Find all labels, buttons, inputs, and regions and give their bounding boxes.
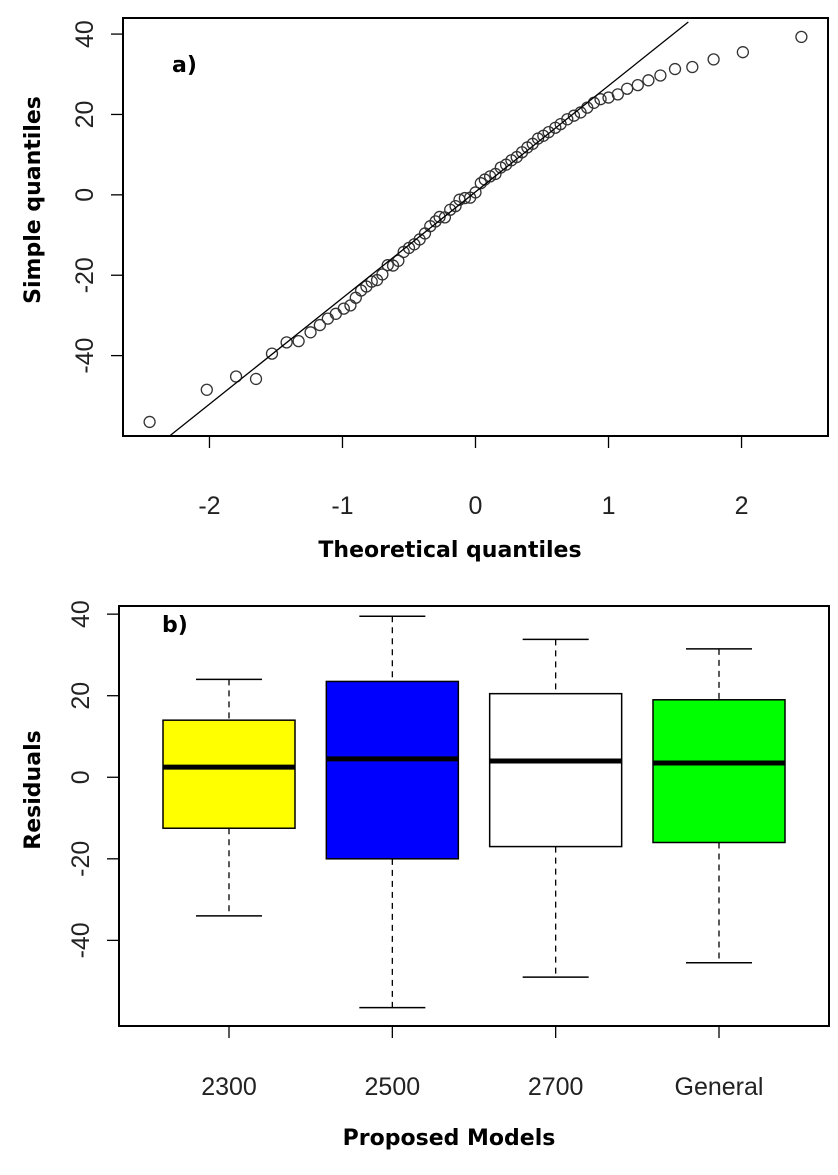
qq-point — [229, 370, 243, 383]
boxplot-x-tick-label: General — [675, 1073, 764, 1101]
boxplot-x-tick-label: 2300 — [201, 1073, 257, 1101]
qq-y-axis: -40 -20 0 20 40 — [71, 20, 124, 374]
boxplot-y-tick-label: 0 — [67, 770, 95, 784]
qq-y-tick-label: 20 — [71, 101, 99, 129]
qq-point — [795, 30, 808, 44]
box-2500 — [325, 615, 460, 1009]
iqr-box — [162, 719, 296, 829]
qq-point — [469, 186, 482, 199]
qq-point — [654, 69, 667, 82]
qq-x-tick-label: -2 — [198, 492, 220, 520]
box-General — [652, 648, 786, 964]
qq-x-tick-label: 0 — [469, 492, 483, 520]
boxplot-x-axis: 2300 2500 2700 General — [201, 1025, 764, 1101]
qq-x-axis: -2 -1 0 1 2 — [198, 435, 749, 520]
qq-point — [620, 82, 634, 95]
box-2300 — [162, 678, 296, 917]
qq-point — [344, 299, 357, 312]
qq-point — [707, 53, 720, 66]
qq-point — [349, 291, 362, 304]
boxplot-y-tick-label: -20 — [67, 841, 95, 877]
qq-point — [337, 302, 350, 315]
boxplot-x-tick-label: 2700 — [528, 1073, 584, 1101]
panel-label-b: b) — [162, 613, 188, 638]
qq-point — [143, 415, 156, 429]
qq-point — [280, 336, 293, 349]
qq-point — [458, 191, 472, 205]
qq-point — [200, 383, 213, 396]
qq-point — [668, 62, 682, 76]
qq-x-tick-label: -1 — [331, 492, 353, 520]
qq-y-axis-title: Simple quantiles — [21, 96, 46, 304]
boxplot-panel: 2300 2500 2700 General -40 -20 0 20 40 b) Propo… — [21, 600, 830, 1151]
qq-points — [143, 30, 808, 429]
qq-point — [292, 334, 305, 348]
qq-point — [249, 372, 263, 386]
qq-y-tick-label: 0 — [71, 188, 99, 202]
boxplot-y-tick-label: 20 — [67, 682, 95, 710]
qq-point — [561, 113, 574, 126]
boxplot-boxes — [162, 615, 786, 1009]
qq-point — [594, 93, 607, 106]
boxplot-y-tick-label: -40 — [67, 922, 95, 958]
qq-point — [542, 125, 555, 139]
iqr-box — [652, 699, 786, 844]
qq-point — [611, 88, 624, 101]
boxplot-x-axis-title: Proposed Models — [343, 1126, 556, 1151]
qq-point — [365, 275, 378, 288]
iqr-box — [325, 680, 460, 860]
panel-label-a: a) — [172, 53, 197, 78]
box-2700 — [488, 638, 623, 978]
qq-point — [304, 326, 317, 339]
qq-point — [376, 268, 389, 281]
qq-point — [265, 347, 279, 360]
qq-point — [736, 46, 750, 59]
qq-y-tick-label: -40 — [71, 338, 99, 374]
qq-plot-frame — [122, 17, 829, 437]
qq-reference-line — [169, 21, 689, 437]
qq-plot-panel: -2 -1 0 1 2 -40 -20 0 20 40 a) Theoretical quant… — [21, 17, 829, 563]
boxplot-y-tick-label: 40 — [67, 600, 95, 628]
qq-x-tick-label: 1 — [602, 492, 616, 520]
qq-y-tick-label: -20 — [71, 257, 99, 293]
qq-line — [169, 21, 689, 437]
boxplot-y-axis: -40 -20 0 20 40 — [67, 600, 120, 958]
qq-x-axis-title: Theoretical quantiles — [318, 538, 581, 563]
boxplot-y-axis-title: Residuals — [21, 730, 46, 849]
qq-point — [642, 74, 655, 87]
qq-point — [392, 254, 405, 267]
qq-point — [321, 312, 334, 325]
qq-point — [686, 60, 699, 74]
qq-point — [329, 307, 342, 320]
qq-y-tick-label: 40 — [71, 20, 99, 48]
qq-point — [631, 78, 644, 92]
qq-point — [567, 109, 581, 122]
qq-point — [381, 259, 394, 272]
iqr-box — [488, 692, 623, 848]
boxplot-x-tick-label: 2500 — [365, 1073, 421, 1101]
qq-x-tick-label: 2 — [735, 492, 749, 520]
qq-point — [313, 318, 327, 332]
qq-point — [449, 199, 462, 213]
